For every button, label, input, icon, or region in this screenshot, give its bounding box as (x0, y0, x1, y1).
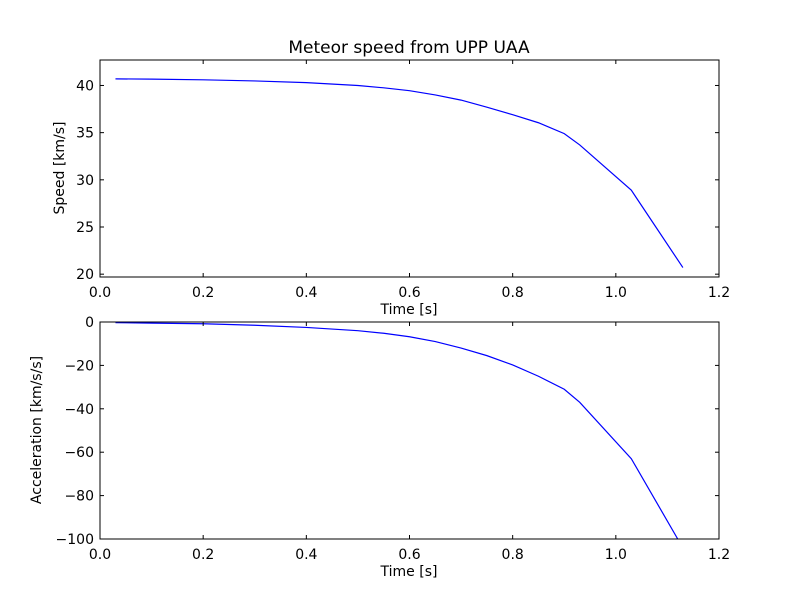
x-tick-label: 0.2 (192, 547, 214, 563)
y-tick-label: 35 (76, 126, 94, 142)
x-tick-label: 0.4 (295, 285, 317, 301)
x-tick-label: 0.8 (502, 547, 524, 563)
y-tick-label: −40 (64, 402, 94, 418)
x-tick-label: 0.0 (89, 285, 111, 301)
y-tick-label: −20 (64, 358, 94, 374)
x-tick-label: 1.2 (708, 547, 730, 563)
x-axis-label: Time [s] (380, 564, 438, 580)
x-tick-label: 0.0 (89, 547, 111, 563)
series-line (115, 322, 679, 539)
y-tick-label: −100 (56, 532, 94, 548)
x-tick-label: 0.4 (295, 547, 317, 563)
x-tick-label: 0.6 (398, 285, 420, 301)
x-tick-label: 0.2 (192, 285, 214, 301)
acceleration-plot-marks: 0.0 0.2 0.4 0.6 0.8 1.0 1.2 0 −20 −40 −60 −80 −100 (56, 315, 731, 563)
y-tick-label: 30 (76, 173, 94, 189)
y-tick-label: −60 (64, 445, 94, 461)
x-tick-label: 1.2 (708, 285, 730, 301)
series-line (115, 78, 684, 268)
x-tick-label: 0.8 (502, 285, 524, 301)
speed-plot-marks: 0.0 0.2 0.4 0.6 0.8 1.0 1.2 20 25 30 35 40 (76, 59, 730, 301)
x-axis-label: Time [s] (380, 302, 438, 318)
x-tick-label: 0.6 (398, 547, 420, 563)
y-axis-label: Speed [km/s] (52, 121, 68, 214)
y-tick-label: 0 (85, 315, 94, 331)
y-tick-label: 40 (76, 78, 94, 94)
y-tick-label: 25 (76, 220, 94, 236)
chart-title: Meteor speed from UPP UAA (288, 38, 530, 58)
speed-chart: Meteor speed from UPP UAA Time [s] Speed… (52, 38, 730, 318)
y-axis-label: Acceleration [km/s/s] (29, 356, 45, 504)
x-tick-label: 1.0 (605, 547, 627, 563)
y-tick-label: 20 (76, 267, 94, 283)
x-tick-label: 1.0 (605, 285, 627, 301)
acceleration-chart: Time [s] Acceleration [km/s/s] 0.0 0.2 0.4… (29, 315, 730, 580)
y-tick-label: −80 (64, 489, 94, 505)
